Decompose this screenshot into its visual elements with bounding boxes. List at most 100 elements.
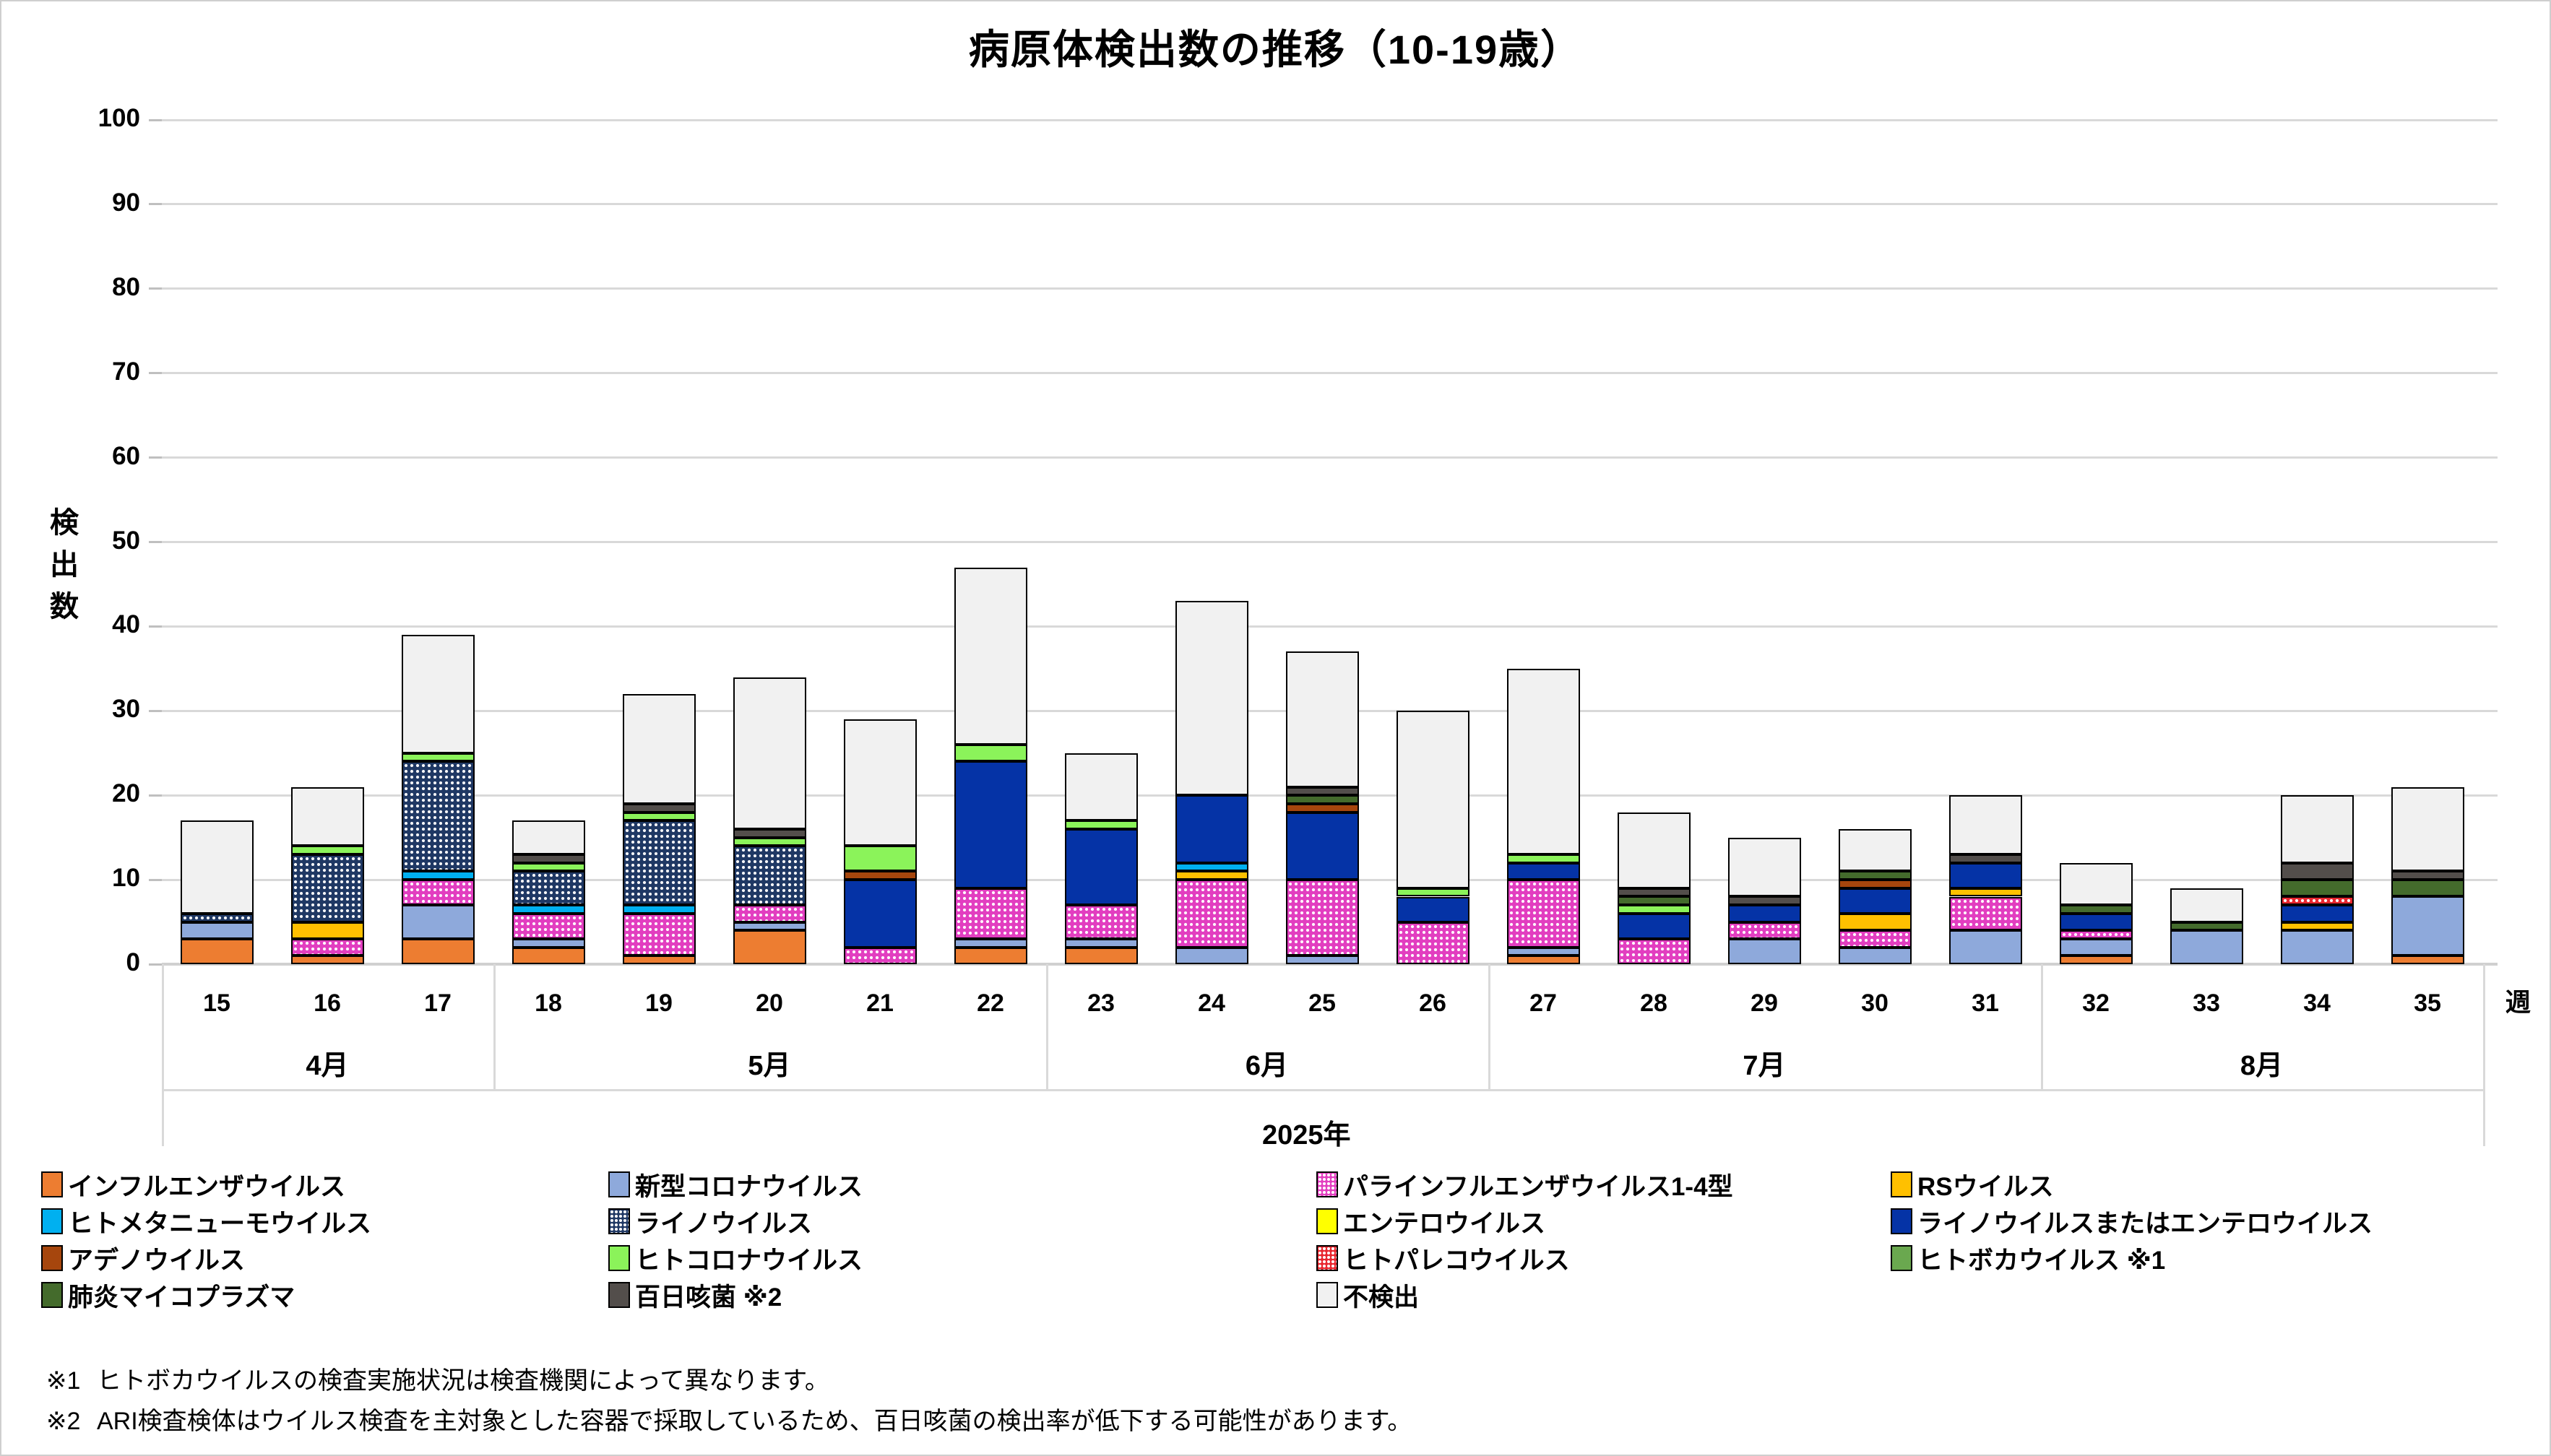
bar-segment-covid-week-30 — [1838, 947, 1912, 964]
y-tick — [149, 287, 162, 290]
y-tick — [149, 456, 162, 459]
bar-segment-hmpv-week-18 — [512, 905, 585, 914]
bar-segment-hcov-week-28 — [1617, 905, 1691, 914]
month-label-8月: 8月 — [2240, 1051, 2284, 1081]
y-tick — [149, 541, 162, 543]
bar-segment-covid-week-17 — [401, 905, 475, 939]
month-label-4月: 4月 — [306, 1051, 349, 1081]
week-label-31: 31 — [1972, 989, 1999, 1017]
bar-segment-rhinovirus-week-17 — [401, 761, 475, 872]
bar-segment-rhinovirus-week-15 — [180, 913, 254, 922]
bar-segment-rhino_or_entero-week-22 — [954, 761, 1027, 888]
legend-label-influenza: インフルエンザウイルス — [68, 1172, 345, 1201]
legend-swatch-rsv — [1891, 1171, 1912, 1197]
bar-segment-covid-week-31 — [1948, 930, 2022, 964]
bar-segment-covid-week-24 — [1175, 947, 1248, 964]
y-tick — [149, 203, 162, 206]
bar-segment-hcov-week-27 — [1506, 854, 1580, 863]
legend-label-rsv: RSウイルス — [1917, 1172, 2054, 1201]
bar-segment-rsv-week-34 — [2280, 922, 2354, 931]
y-tick — [149, 878, 162, 881]
legend-item-enterovirus: エンテロウイルス — [1316, 1205, 1545, 1238]
bar-segment-not_detected-week-18 — [512, 820, 585, 855]
legend-item-parechovirus: ヒトパレコウイルス — [1316, 1242, 1570, 1275]
bar-segment-influenza-week-27 — [1506, 956, 1580, 964]
bar-segment-influenza-week-15 — [180, 938, 254, 964]
y-tick-label-30: 30 — [112, 695, 140, 724]
y-tick-label-80: 80 — [112, 272, 140, 301]
bar-segment-rhinovirus-week-19 — [622, 820, 696, 906]
legend-label-hmpv: ヒトメタニューモウイルス — [68, 1209, 372, 1238]
bar-segment-parainfluenza-week-16 — [290, 938, 364, 956]
week-label-15: 15 — [203, 989, 230, 1017]
week-label-21: 21 — [866, 989, 894, 1017]
legend-swatch-enterovirus — [1316, 1208, 1338, 1234]
month-label-5月: 5月 — [748, 1051, 791, 1081]
legend-item-pertussis: 百日咳菌 ※2 — [608, 1279, 782, 1312]
bar-segment-parainfluenza-week-22 — [954, 888, 1027, 939]
bar-segment-covid-week-20 — [733, 922, 806, 931]
bar-segment-hcov-week-18 — [512, 862, 585, 872]
bar-segment-rhino_or_entero-week-23 — [1064, 828, 1138, 906]
bar-segment-parainfluenza-week-29 — [1727, 922, 1801, 939]
legend-item-parainfluenza: パラインフルエンザウイルス1-4型 — [1316, 1169, 1733, 1201]
bar-segment-parainfluenza-week-18 — [512, 913, 585, 939]
bar-segment-influenza-week-20 — [733, 930, 806, 964]
bar-segment-not_detected-week-24 — [1175, 601, 1248, 796]
legend-swatch-parechovirus — [1316, 1245, 1338, 1271]
bar-segment-rhino_or_entero-week-21 — [843, 880, 917, 948]
legend-item-hmpv: ヒトメタニューモウイルス — [41, 1205, 372, 1238]
bar-segment-parainfluenza-week-21 — [843, 947, 917, 964]
legend-item-hcov: ヒトコロナウイルス — [608, 1242, 863, 1275]
y-tick-label-60: 60 — [112, 441, 140, 470]
bar-segment-parainfluenza-week-31 — [1948, 896, 2022, 931]
bar-segment-not_detected-week-19 — [622, 693, 696, 804]
bar-segment-covid-week-18 — [512, 938, 585, 948]
week-label-34: 34 — [2303, 989, 2331, 1017]
bar-segment-pertussis-week-25 — [1285, 786, 1359, 796]
y-tick — [149, 709, 162, 712]
month-label-7月: 7月 — [1743, 1051, 1786, 1081]
week-label-27: 27 — [1529, 989, 1557, 1017]
legend-label-parainfluenza: パラインフルエンザウイルス1-4型 — [1343, 1172, 1733, 1201]
y-tick-label-40: 40 — [112, 610, 140, 639]
gridline-y-80 — [162, 287, 2498, 290]
bar-segment-covid-week-29 — [1727, 938, 1801, 964]
bar-segment-parechovirus-week-34 — [2280, 896, 2354, 906]
bar-segment-mycoplasma-week-34 — [2280, 880, 2354, 897]
gridline-y-70 — [162, 372, 2498, 375]
y-tick — [149, 794, 162, 797]
legend-swatch-rhinovirus — [608, 1208, 630, 1234]
bar-segment-pertussis-week-28 — [1617, 888, 1691, 897]
y-tick — [149, 963, 162, 966]
bar-segment-parainfluenza-week-26 — [1396, 922, 1469, 964]
bar-segment-not_detected-week-22 — [954, 567, 1027, 745]
legend-item-rhino_or_entero: ライノウイルスまたはエンテロウイルス — [1891, 1205, 2373, 1238]
week-label-18: 18 — [535, 989, 562, 1017]
y-axis-title: 検出数 — [46, 507, 77, 633]
bar-segment-adenovirus-week-30 — [1838, 880, 1912, 888]
legend-swatch-mycoplasma — [41, 1282, 63, 1308]
legend-item-mycoplasma: 肺炎マイコプラズマ — [41, 1279, 295, 1312]
bar-segment-adenovirus-week-25 — [1285, 803, 1359, 812]
bar-segment-covid-week-32 — [2059, 938, 2133, 956]
legend-label-parechovirus: ヒトパレコウイルス — [1343, 1246, 1570, 1275]
bar-segment-parainfluenza-week-19 — [622, 913, 696, 956]
legend-item-rhinovirus: ライノウイルス — [608, 1205, 812, 1238]
y-tick-label-70: 70 — [112, 357, 140, 386]
bar-segment-hmpv-week-19 — [622, 905, 696, 914]
bar-segment-covid-week-27 — [1506, 947, 1580, 956]
legend-item-bocavirus: ヒトボカウイルス ※1 — [1891, 1242, 2165, 1275]
bar-segment-pertussis-week-20 — [733, 828, 806, 838]
bar-segment-covid-week-34 — [2280, 930, 2354, 964]
bar-segment-not_detected-week-17 — [401, 635, 475, 753]
x-axis-unit-label: 週 — [2505, 989, 2531, 1017]
legend-swatch-parainfluenza — [1316, 1171, 1338, 1197]
legend-swatch-influenza — [41, 1171, 63, 1197]
bar-segment-covid-week-25 — [1285, 956, 1359, 964]
bar-segment-rhinovirus-week-20 — [733, 846, 806, 906]
bar-segment-rsv-week-30 — [1838, 913, 1912, 931]
week-label-35: 35 — [2414, 989, 2441, 1017]
y-tick-label-50: 50 — [112, 526, 140, 555]
